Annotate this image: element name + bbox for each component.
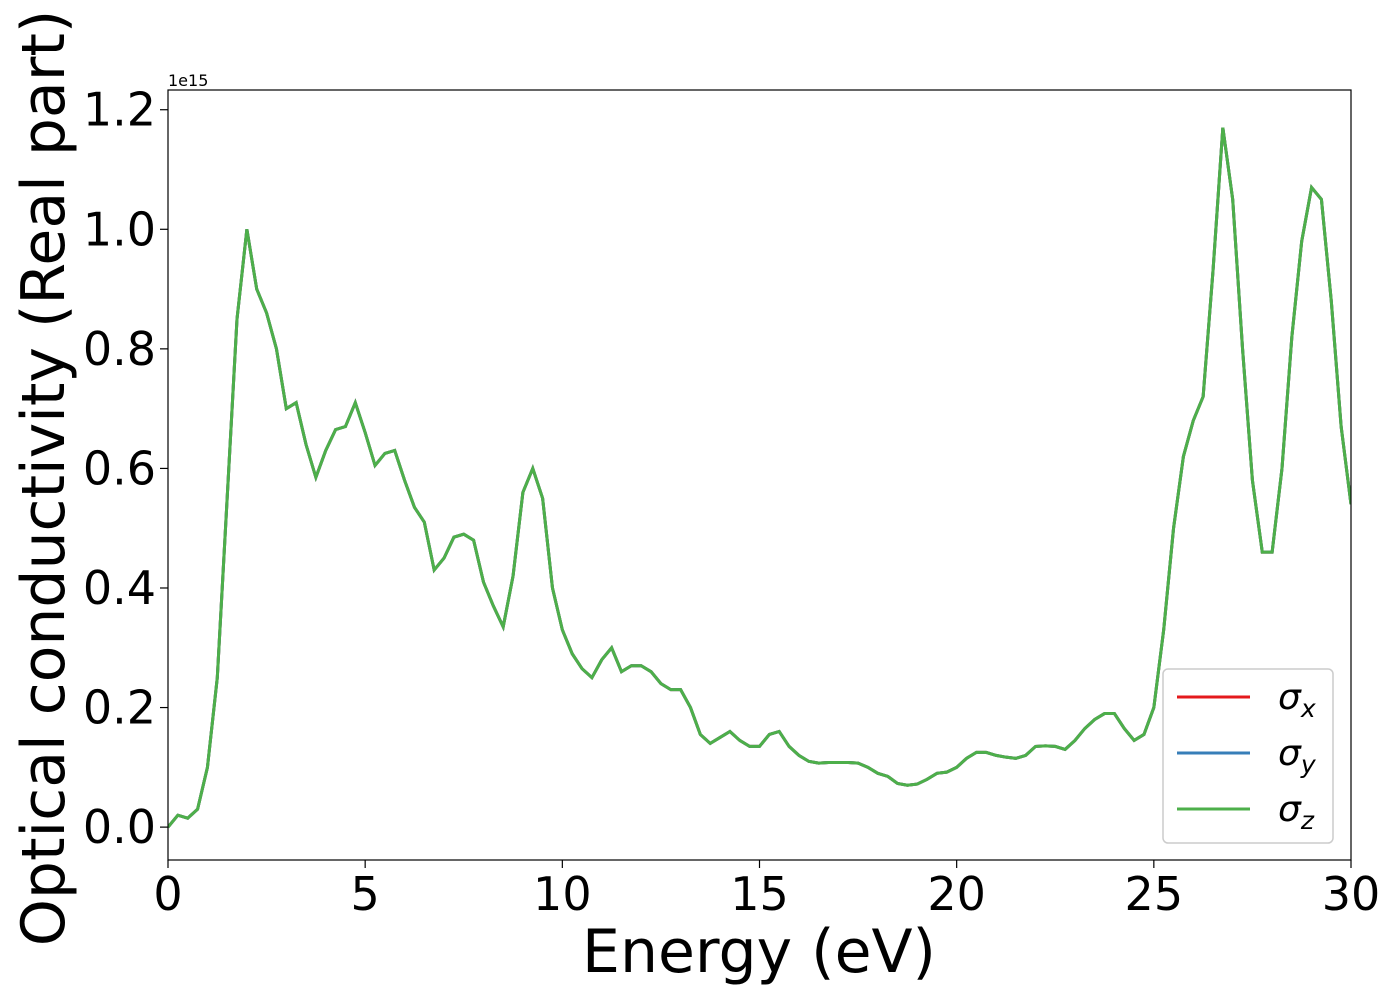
y-tick-label: 1.2 bbox=[83, 83, 156, 137]
legend-label: σx bbox=[1278, 677, 1316, 723]
y-tick-label: 0.6 bbox=[83, 441, 156, 495]
x-tick-label: 10 bbox=[533, 867, 592, 921]
y-tick-label: 1.0 bbox=[83, 202, 156, 256]
x-tick-label: 20 bbox=[927, 867, 986, 921]
y-tick-label: 0.0 bbox=[83, 800, 156, 854]
series-line bbox=[168, 127, 1351, 829]
x-tick-label: 25 bbox=[1125, 867, 1184, 921]
x-tick-label: 5 bbox=[351, 867, 380, 921]
x-tick-label: 15 bbox=[730, 867, 789, 921]
x-axis-label: Energy (eV) bbox=[582, 917, 936, 987]
x-tick-label: 30 bbox=[1322, 867, 1381, 921]
x-tick-label: 0 bbox=[153, 867, 182, 921]
legend-label: σz bbox=[1278, 789, 1315, 835]
plot-frame bbox=[167, 89, 1352, 861]
legend-label: σy bbox=[1278, 733, 1317, 779]
y-offset-text: 1e15 bbox=[168, 71, 208, 90]
legend-box bbox=[1162, 668, 1334, 844]
y-tick-label: 0.2 bbox=[83, 681, 156, 735]
y-tick-label: 0.4 bbox=[83, 561, 156, 615]
y-tick-label: 0.8 bbox=[83, 322, 156, 376]
y-axis-label: Optical conductivity (Real part) bbox=[9, 10, 79, 947]
